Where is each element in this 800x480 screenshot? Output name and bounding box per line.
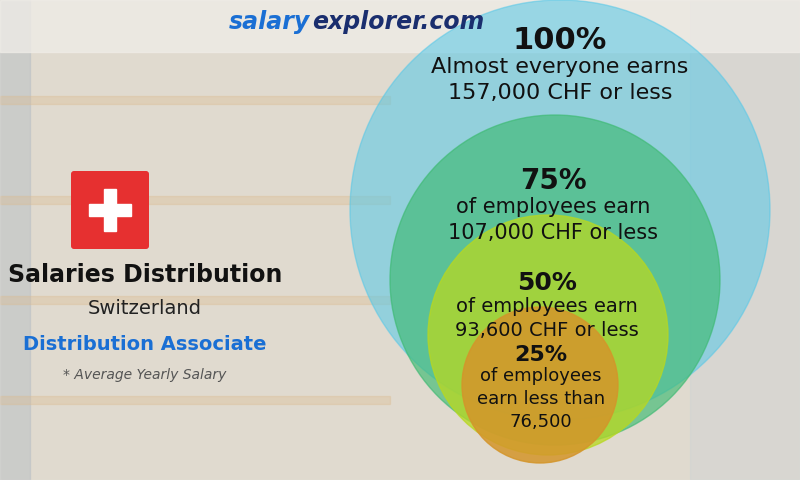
FancyBboxPatch shape <box>71 171 149 249</box>
Text: Salaries Distribution: Salaries Distribution <box>8 263 282 287</box>
Bar <box>0 296 390 304</box>
Bar <box>0 196 390 204</box>
Bar <box>0 396 390 404</box>
Bar <box>0 0 800 52</box>
Text: * Average Yearly Salary: * Average Yearly Salary <box>63 368 226 382</box>
Text: Distribution Associate: Distribution Associate <box>23 336 266 355</box>
Text: explorer.com: explorer.com <box>312 10 484 34</box>
Bar <box>0 96 390 104</box>
Bar <box>104 189 116 231</box>
Text: salary: salary <box>229 10 310 34</box>
Text: of employees earn
93,600 CHF or less: of employees earn 93,600 CHF or less <box>455 297 639 340</box>
Text: 75%: 75% <box>520 167 586 195</box>
Text: 50%: 50% <box>517 271 577 295</box>
Circle shape <box>462 307 618 463</box>
Text: 100%: 100% <box>513 26 607 55</box>
Bar <box>0 0 30 480</box>
Bar <box>690 0 800 480</box>
Circle shape <box>390 115 720 445</box>
Text: of employees earn
107,000 CHF or less: of employees earn 107,000 CHF or less <box>448 197 658 242</box>
Text: of employees
earn less than
76,500: of employees earn less than 76,500 <box>477 367 605 431</box>
Circle shape <box>350 0 770 420</box>
Text: Switzerland: Switzerland <box>88 299 202 317</box>
Text: 25%: 25% <box>514 345 567 365</box>
Text: Almost everyone earns
157,000 CHF or less: Almost everyone earns 157,000 CHF or les… <box>431 57 689 103</box>
Circle shape <box>428 215 668 455</box>
Bar <box>89 204 131 216</box>
